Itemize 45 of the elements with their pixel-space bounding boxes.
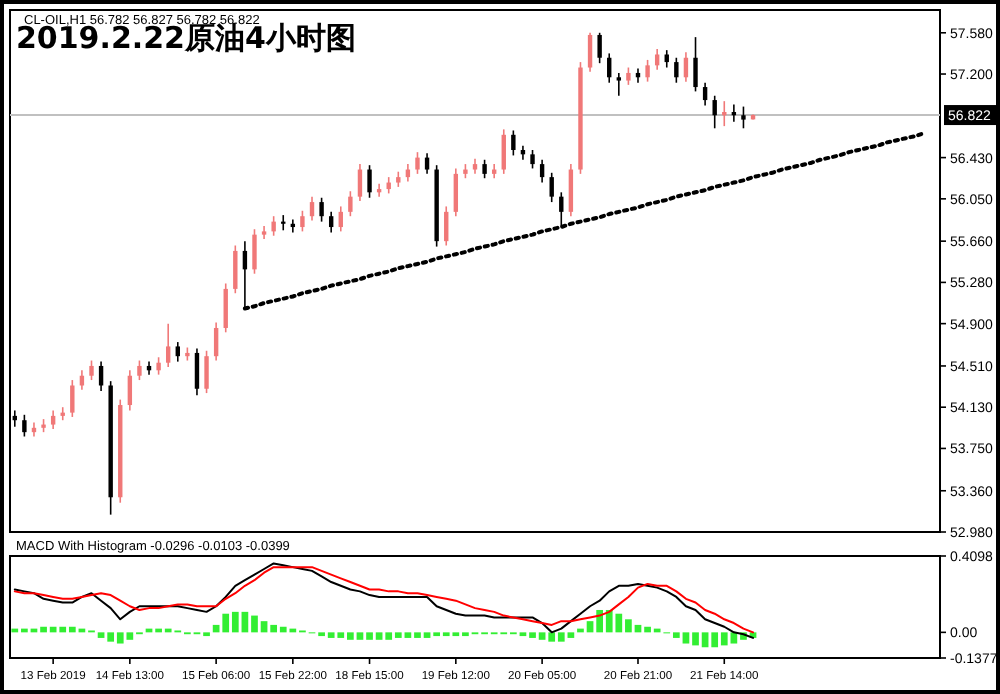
candlestick — [645, 59, 650, 83]
candlestick — [175, 341, 180, 363]
candlestick — [367, 164, 372, 199]
candlestick — [415, 151, 420, 175]
candlestick — [530, 149, 535, 170]
candlestick — [127, 369, 133, 412]
candlestick — [568, 163, 574, 217]
candlestick — [741, 105, 746, 130]
candlestick — [444, 205, 449, 247]
candlestick — [702, 81, 708, 107]
candlestick — [137, 359, 142, 381]
candlestick — [712, 94, 717, 130]
candlestick — [424, 152, 430, 175]
candlestick — [300, 209, 305, 233]
candlestick — [213, 321, 219, 362]
candlestick — [511, 129, 516, 157]
candlestick — [204, 349, 209, 394]
candlestick — [328, 211, 334, 234]
candlestick — [559, 191, 564, 227]
candlestick — [597, 31, 602, 64]
candlestick — [674, 56, 679, 84]
candlestick — [223, 282, 228, 334]
candlestick — [482, 158, 487, 180]
candlestick — [70, 379, 75, 418]
candlestick — [252, 228, 257, 275]
candlestick — [194, 347, 200, 397]
candlestick — [348, 190, 353, 217]
candlestick — [89, 359, 94, 381]
candlestick — [693, 36, 698, 93]
candlestick — [50, 409, 56, 430]
candlestick — [616, 72, 622, 97]
candlestick — [587, 31, 593, 73]
candlestick — [166, 322, 171, 368]
candlestick — [319, 196, 324, 223]
candlestick — [271, 215, 276, 237]
candlestick — [309, 195, 315, 222]
candlestick — [549, 171, 554, 203]
candlestick — [22, 413, 27, 438]
candlestick — [233, 244, 238, 295]
candlestick — [539, 158, 545, 184]
candlestick — [357, 163, 363, 202]
candlestick — [338, 205, 343, 233]
candlestick — [501, 128, 506, 175]
candlestick — [654, 48, 660, 71]
candlestick — [453, 167, 459, 217]
